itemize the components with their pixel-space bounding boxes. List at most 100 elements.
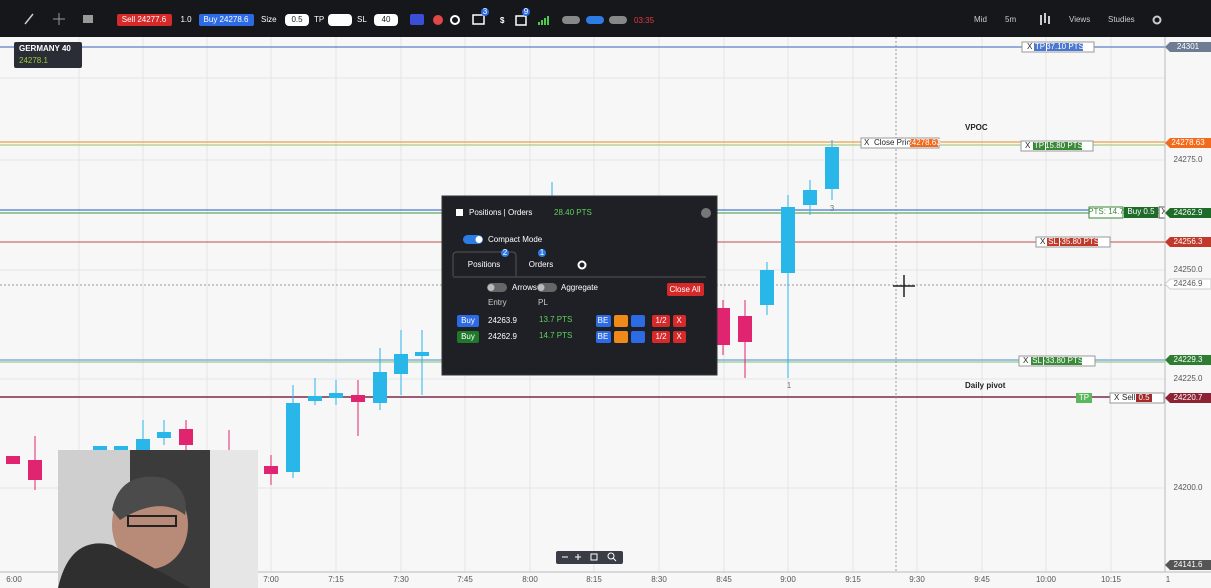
pivot-tp-tag[interactable]: TP bbox=[1076, 393, 1092, 403]
layout-tool[interactable] bbox=[83, 15, 93, 23]
time-label: 7:30 bbox=[393, 575, 409, 584]
menu[interactable]: Mid bbox=[974, 15, 987, 24]
annotation: VPOC bbox=[965, 123, 988, 132]
tag-size: 0.5 bbox=[1138, 393, 1150, 402]
time-label: 8:30 bbox=[651, 575, 667, 584]
button-label: Sell 24277.6 bbox=[122, 15, 167, 24]
field-value: 40 bbox=[382, 15, 391, 24]
toggle[interactable] bbox=[562, 16, 580, 24]
button-label: X bbox=[676, 316, 682, 325]
toolbar: Sell 24277.6 1.0 Buy 24278.6 Size 0.5 TP… bbox=[0, 0, 1211, 37]
field-label: TP bbox=[314, 15, 324, 24]
webcam bbox=[58, 450, 258, 588]
tag-kind: TP bbox=[1034, 141, 1044, 150]
sell-order-tag[interactable]: X Sell 0.5 bbox=[1110, 393, 1164, 403]
price-label: 24141.6 bbox=[1174, 560, 1203, 569]
time-label: 9:30 bbox=[909, 575, 925, 584]
instrument-badge: GERMANY 40 24278.1 bbox=[14, 42, 82, 68]
close-x[interactable]: X bbox=[1027, 42, 1033, 51]
toggle-label: Arrows bbox=[512, 283, 537, 292]
time-label: 8:45 bbox=[716, 575, 732, 584]
clock: 03:35 bbox=[634, 16, 655, 25]
menu[interactable]: Studies bbox=[1108, 15, 1135, 24]
button-label: X bbox=[676, 332, 682, 341]
order-tag[interactable]: X SL -33.80 PTS bbox=[1019, 356, 1095, 366]
badge: 9 bbox=[524, 7, 529, 16]
time-label: 10:00 bbox=[1036, 575, 1057, 584]
tag-pts: -33.80 PTS bbox=[1043, 356, 1083, 365]
menu[interactable]: 5m bbox=[1005, 15, 1016, 24]
toggle-label: Compact Mode bbox=[488, 235, 543, 244]
tag-side: Buy 0.5 bbox=[1127, 207, 1155, 216]
tool-icon[interactable] bbox=[410, 14, 424, 25]
reverse-button[interactable] bbox=[614, 315, 628, 327]
price-label: 24200.0 bbox=[1174, 483, 1203, 492]
price-label: 24220.7 bbox=[1174, 393, 1203, 402]
order-tag[interactable]: X SL -35.80 PTS bbox=[1036, 237, 1110, 247]
menu[interactable]: Views bbox=[1069, 15, 1090, 24]
positions-panel: Positions | Orders 28.40 PTS Compact Mod… bbox=[442, 196, 717, 375]
time-label: 7:00 bbox=[263, 575, 279, 584]
time-label: 6:00 bbox=[6, 575, 22, 584]
close-x[interactable]: X bbox=[1025, 141, 1031, 150]
tab-badge: 2 bbox=[503, 248, 508, 257]
price-label: 24262.9 bbox=[1174, 208, 1203, 217]
position-tag[interactable]: PTS: 14.7 Buy 0.5 X bbox=[1088, 207, 1169, 218]
tag-kind: SL bbox=[1048, 237, 1058, 246]
price-label: 24301 bbox=[1177, 42, 1200, 51]
edit-button[interactable] bbox=[631, 331, 645, 343]
quantity: 1.0 bbox=[180, 15, 192, 24]
time-label: 9:45 bbox=[974, 575, 990, 584]
field-label: SL bbox=[357, 15, 367, 24]
tag-kind: TP bbox=[1079, 393, 1089, 402]
close-x[interactable]: X bbox=[864, 138, 870, 147]
price-label: 24278.63 bbox=[1171, 138, 1205, 147]
reverse-button[interactable] bbox=[614, 331, 628, 343]
edit-button[interactable] bbox=[631, 315, 645, 327]
tp-input[interactable] bbox=[328, 14, 352, 26]
button-label: Close All bbox=[669, 285, 700, 294]
tag-pts: -35.80 PTS bbox=[1059, 237, 1099, 246]
entry: 24263.9 bbox=[488, 316, 517, 325]
tag-price: 24278.63 bbox=[907, 138, 941, 147]
time-label: 9:15 bbox=[845, 575, 861, 584]
button-label: Buy 24278.6 bbox=[204, 15, 249, 24]
tag-side: Sell bbox=[1122, 393, 1136, 402]
close-x[interactable]: X bbox=[1040, 237, 1046, 246]
close-x[interactable]: X bbox=[1023, 356, 1029, 365]
instrument-name: GERMANY 40 bbox=[19, 44, 71, 53]
tag-pts: 15.80 PTS bbox=[1045, 141, 1083, 150]
dollar-icon[interactable]: $ bbox=[500, 16, 505, 25]
order-tag[interactable]: X TP 37.10 PTS bbox=[1022, 42, 1094, 52]
annotation: Daily pivot bbox=[965, 381, 1006, 390]
order-tag[interactable]: X TP 15.80 PTS bbox=[1021, 141, 1093, 151]
price-label: 24256.3 bbox=[1174, 237, 1203, 246]
close-button[interactable] bbox=[701, 208, 711, 218]
close-price-tag[interactable]: X Close Price 24278.63 bbox=[861, 138, 941, 148]
tab[interactable]: Orders bbox=[529, 260, 553, 269]
time-label: 7:45 bbox=[457, 575, 473, 584]
price-label: 24275.0 bbox=[1174, 155, 1203, 164]
toggle[interactable] bbox=[609, 16, 627, 24]
price-label: 24225.0 bbox=[1174, 374, 1203, 383]
time-label: 10:15 bbox=[1101, 575, 1122, 584]
time-label: 7:15 bbox=[328, 575, 344, 584]
price-label: 24250.0 bbox=[1174, 265, 1203, 274]
button-label: 1/2 bbox=[655, 332, 667, 341]
field-label: Size bbox=[261, 15, 277, 24]
panel-title: Positions | Orders bbox=[469, 208, 532, 217]
side: Buy bbox=[461, 332, 475, 341]
tag-kind: TP bbox=[1035, 42, 1045, 51]
field-value: 0.5 bbox=[291, 15, 303, 24]
tab-badge: 1 bbox=[540, 248, 545, 257]
tab[interactable]: Positions bbox=[468, 260, 500, 269]
column-header: Entry bbox=[488, 298, 507, 307]
tool-icon[interactable] bbox=[433, 15, 443, 25]
time-label: 8:15 bbox=[586, 575, 602, 584]
candle-label: 1 bbox=[787, 381, 792, 390]
zoom-controls[interactable] bbox=[556, 551, 623, 564]
column-header: PL bbox=[538, 298, 548, 307]
toggle[interactable] bbox=[586, 16, 604, 24]
close-x[interactable]: X bbox=[1114, 393, 1120, 402]
entry: 24262.9 bbox=[488, 332, 517, 341]
